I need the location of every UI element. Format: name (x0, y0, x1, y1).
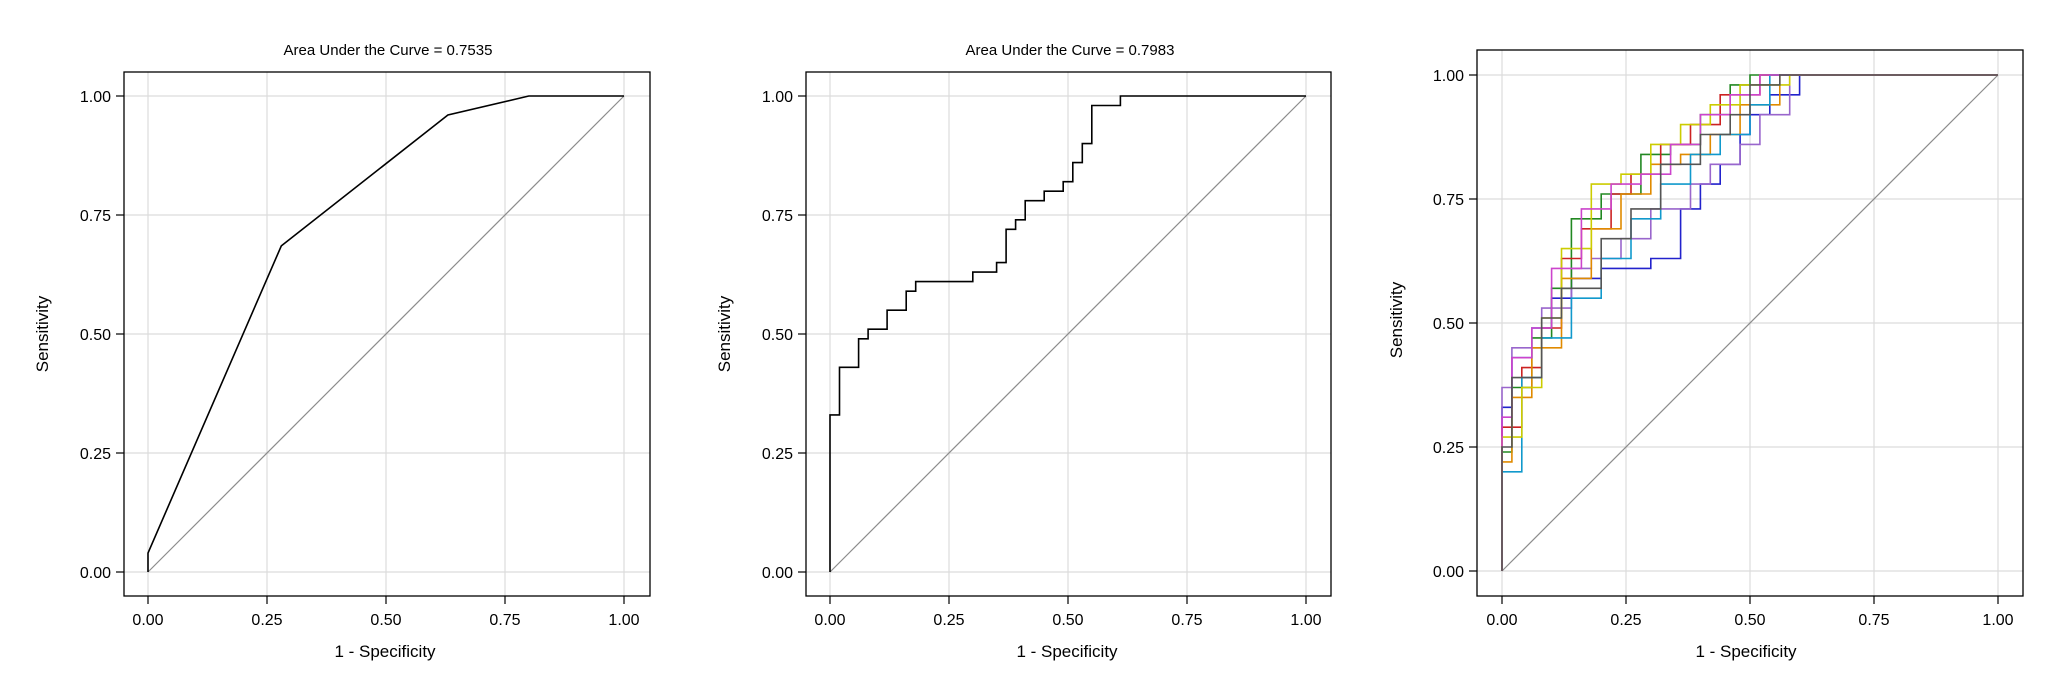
reference-diagonal-line (147, 95, 625, 573)
plot-frame (123, 71, 651, 597)
x-tick-label: 0.50 (370, 612, 401, 629)
plot-frame (1476, 49, 2024, 597)
y-tick-label: 1.00 (80, 89, 111, 106)
roc-panel-3: 1 - Specificity Sensitivity 0.00 0.00 0.25… (1387, 49, 2024, 661)
x-tick-label: 0.50 (1734, 612, 1765, 629)
x-tick-label: 1.00 (608, 612, 639, 629)
y-tick-label: 0.00 (762, 565, 793, 582)
y-tick-label: 0.25 (762, 446, 793, 463)
x-tick-label: 1.00 (1982, 612, 2013, 629)
x-tick-label: 0.00 (132, 612, 163, 629)
roc-curve-1 (829, 95, 1306, 572)
x-tick-label: 0.25 (933, 612, 964, 629)
x-tick-label: 0.75 (489, 612, 520, 629)
x-tick-label: 0.75 (1171, 612, 1202, 629)
y-tick-label: 0.00 (80, 565, 111, 582)
x-tick-label: 0.25 (251, 612, 282, 629)
y-tick-label: 0.25 (1433, 440, 1464, 457)
y-tick-label: 0.00 (1433, 564, 1464, 581)
y-tick-label: 0.75 (1433, 192, 1464, 209)
x-tick-label: 0.00 (1486, 612, 1517, 629)
chart-title: Area Under the Curve = 0.7535 (284, 42, 493, 59)
x-tick-label: 0.00 (814, 612, 845, 629)
y-tick-label: 0.50 (1433, 316, 1464, 333)
plot-frame (805, 71, 1332, 597)
x-axis-label: 1 - Specificity (1016, 642, 1118, 661)
y-axis-label: Sensitivity (1387, 281, 1406, 358)
x-axis-label: 1 - Specificity (334, 642, 436, 661)
y-tick-label: 0.75 (80, 208, 111, 225)
x-axis-label: 1 - Specificity (1695, 642, 1797, 661)
y-axis-label: Sensitivity (33, 295, 52, 372)
roc-curve-7 (1501, 74, 1998, 571)
y-tick-label: 0.50 (80, 327, 111, 344)
reference-diagonal-line (829, 95, 1307, 573)
x-tick-label: 0.25 (1610, 612, 1641, 629)
roc-panel-2: Area Under the Curve = 0.7983 1 - Specif… (715, 42, 1332, 661)
roc-curve-1 (147, 95, 624, 572)
y-tick-label: 0.50 (762, 327, 793, 344)
y-tick-label: 1.00 (1433, 68, 1464, 85)
roc-curve-9 (1501, 74, 1998, 571)
y-tick-label: 0.25 (80, 446, 111, 463)
roc-curve-5 (1501, 74, 1998, 571)
x-tick-label: 0.75 (1858, 612, 1889, 629)
y-tick-label: 0.75 (762, 208, 793, 225)
roc-panel-1: Area Under the Curve = 0.7535 1 - Specif… (33, 42, 651, 661)
reference-diagonal-line (1501, 74, 1999, 572)
chart-title: Area Under the Curve = 0.7983 (966, 42, 1175, 59)
roc-curve-8 (1501, 74, 1998, 571)
y-axis-label: Sensitivity (715, 295, 734, 372)
y-tick-label: 1.00 (762, 89, 793, 106)
x-tick-label: 0.50 (1052, 612, 1083, 629)
x-tick-label: 1.00 (1290, 612, 1321, 629)
